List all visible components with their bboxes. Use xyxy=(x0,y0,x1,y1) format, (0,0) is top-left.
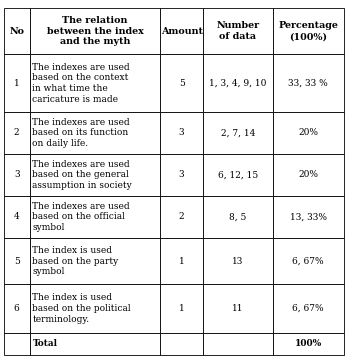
Text: 1: 1 xyxy=(179,304,184,313)
Bar xyxy=(203,55,272,112)
Text: 6, 67%: 6, 67% xyxy=(292,304,324,313)
Text: 4: 4 xyxy=(14,213,19,222)
Bar xyxy=(30,196,160,238)
Text: 8, 5: 8, 5 xyxy=(229,213,246,222)
Bar xyxy=(160,284,203,333)
Bar xyxy=(160,333,203,355)
Text: The indexes are used
based on the context
in what time the
caricature is made: The indexes are used based on the contex… xyxy=(32,62,130,104)
Text: The index is used
based on the party
symbol: The index is used based on the party sym… xyxy=(32,246,119,276)
Text: 33, 33 %: 33, 33 % xyxy=(288,79,328,88)
Text: 1, 3, 4, 9, 10: 1, 3, 4, 9, 10 xyxy=(209,79,267,88)
Text: 5: 5 xyxy=(179,79,184,88)
Bar xyxy=(203,333,272,355)
Text: 2, 7, 14: 2, 7, 14 xyxy=(221,129,255,137)
Bar xyxy=(30,55,160,112)
Bar xyxy=(203,238,272,284)
Text: 2: 2 xyxy=(14,129,19,137)
Bar xyxy=(160,154,203,196)
Text: 1: 1 xyxy=(14,79,19,88)
Text: 20%: 20% xyxy=(298,171,318,180)
Bar xyxy=(30,8,160,55)
Bar xyxy=(30,154,160,196)
Bar xyxy=(272,238,344,284)
Bar xyxy=(4,154,30,196)
Text: 3: 3 xyxy=(14,171,19,180)
Text: The indexes are used
based on its function
on daily life.: The indexes are used based on its functi… xyxy=(32,118,130,148)
Bar xyxy=(4,238,30,284)
Text: Number
of data: Number of data xyxy=(216,21,259,41)
Text: The relation
between the index
and the myth: The relation between the index and the m… xyxy=(47,16,143,46)
Bar xyxy=(203,154,272,196)
Text: The indexes are used
based on the official
symbol: The indexes are used based on the offici… xyxy=(32,202,130,232)
Text: Amount: Amount xyxy=(161,27,203,36)
Bar xyxy=(160,238,203,284)
Text: 13, 33%: 13, 33% xyxy=(290,213,327,222)
Bar xyxy=(30,284,160,333)
Bar xyxy=(272,154,344,196)
Text: No: No xyxy=(9,27,24,36)
Text: 100%: 100% xyxy=(295,340,322,349)
Bar xyxy=(272,8,344,55)
Text: 20%: 20% xyxy=(298,129,318,137)
Text: Percentage
(100%): Percentage (100%) xyxy=(278,21,338,41)
Text: The indexes are used
based on the general
assumption in society: The indexes are used based on the genera… xyxy=(32,160,132,190)
Bar xyxy=(30,333,160,355)
Bar xyxy=(160,112,203,154)
Bar xyxy=(160,55,203,112)
Bar xyxy=(160,196,203,238)
Text: 5: 5 xyxy=(14,257,20,266)
Bar xyxy=(272,55,344,112)
Text: 3: 3 xyxy=(179,171,184,180)
Bar xyxy=(4,8,30,55)
Bar xyxy=(4,112,30,154)
Bar xyxy=(203,8,272,55)
Bar xyxy=(272,333,344,355)
Bar xyxy=(4,55,30,112)
Text: The index is used
based on the political
terminology.: The index is used based on the political… xyxy=(32,293,131,324)
Text: 11: 11 xyxy=(232,304,244,313)
Bar xyxy=(272,112,344,154)
Bar xyxy=(4,196,30,238)
Text: 3: 3 xyxy=(179,129,184,137)
Text: Total: Total xyxy=(32,340,57,349)
Bar xyxy=(4,284,30,333)
Bar xyxy=(272,196,344,238)
Text: 6: 6 xyxy=(14,304,19,313)
Bar xyxy=(203,196,272,238)
Text: 6, 67%: 6, 67% xyxy=(292,257,324,266)
Bar xyxy=(30,112,160,154)
Text: 13: 13 xyxy=(232,257,244,266)
Bar xyxy=(30,238,160,284)
Bar xyxy=(160,8,203,55)
Bar xyxy=(272,284,344,333)
Text: 6, 12, 15: 6, 12, 15 xyxy=(218,171,258,180)
Bar xyxy=(4,333,30,355)
Bar xyxy=(203,112,272,154)
Text: 1: 1 xyxy=(179,257,184,266)
Bar xyxy=(203,284,272,333)
Text: 2: 2 xyxy=(179,213,184,222)
